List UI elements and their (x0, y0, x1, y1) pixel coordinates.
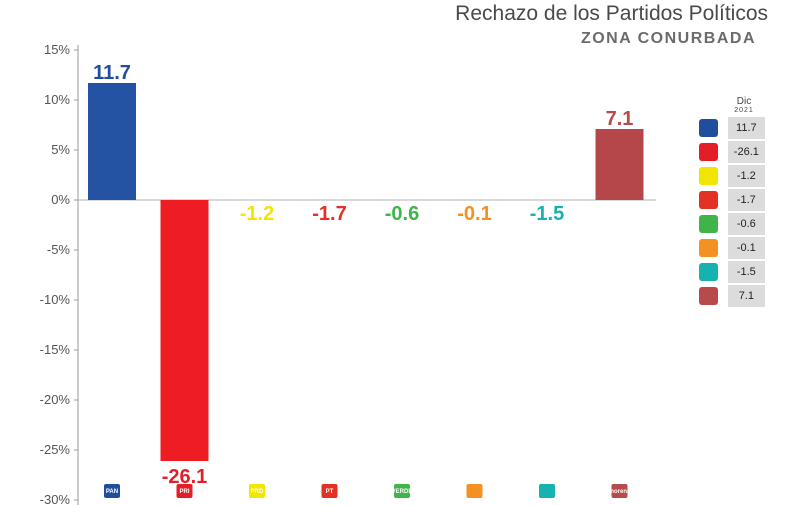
value-label-pt: -1.7 (312, 203, 346, 225)
side-table-value: -1.2 (727, 164, 765, 187)
side-table-value: -0.1 (727, 236, 765, 259)
side-table-row: -1.5 (693, 260, 765, 283)
value-label-morena: 7.1 (606, 108, 634, 130)
y-tick-label: -5% (47, 242, 71, 257)
logo-label: PRD (251, 489, 264, 495)
y-tick-label: -30% (40, 492, 71, 505)
chart-title: Rechazo de los Partidos Políticos (455, 2, 768, 25)
side-table-row: 11.7 (693, 116, 765, 139)
side-table-value: -1.7 (727, 188, 765, 211)
chart-subtitle: ZONA CONURBADA (580, 30, 756, 47)
side-logo-pri-icon (699, 142, 718, 161)
side-table-value: -1.5 (727, 260, 765, 283)
side-logo-alianza-icon (699, 262, 718, 281)
logo-morena-icon (611, 484, 628, 498)
side-logo-morena-icon (699, 286, 718, 305)
side-table-year: 2021 (734, 107, 754, 114)
bar-morena (595, 129, 644, 200)
side-table-row: 7.1 (693, 284, 765, 307)
logo-label: PAN (106, 489, 118, 495)
logo-prd-icon (249, 484, 265, 498)
logo-label: VERDE (392, 489, 413, 495)
side-table-row: -1.2 (693, 164, 765, 187)
side-table-row: -0.1 (693, 236, 765, 259)
y-tick-label: 0% (51, 192, 70, 207)
side-table-rows: 11.7 -26.1 -1.2 -1.7 -0.6 -0.1 -1.5 7.1 (693, 116, 765, 307)
bar-pan (88, 83, 136, 200)
value-label-verde: -0.6 (385, 203, 419, 225)
logo-alianza-icon (539, 484, 555, 498)
side-table-row: -26.1 (693, 140, 765, 163)
y-tick-label: -25% (40, 442, 71, 457)
side-table-header: Dic 2021 (727, 97, 761, 115)
logo-label: morena (609, 489, 631, 495)
y-tick-label: 5% (51, 142, 70, 157)
logo-pt-icon (321, 484, 338, 498)
side-logo-prd-icon (699, 166, 718, 185)
logo-mc-icon (466, 484, 483, 498)
side-table-month: Dic (736, 96, 752, 107)
side-table-row: -0.6 (693, 212, 765, 235)
side-logo-mc-icon (699, 238, 718, 257)
side-table-value: -0.6 (727, 212, 765, 235)
value-label-prd: -1.2 (240, 203, 274, 225)
side-logo-pt-icon (699, 190, 718, 209)
bar-chart: 15% 10% 5% 0% -5% -10% -15% -20% -25% -30% 11.7 PAN… (40, 42, 656, 505)
side-table: Dic 2021 11.7 -26.1 -1.2 -1.7 -0.6 -0.1 -1.5 7.… (693, 97, 765, 307)
y-tick-label: 15% (44, 42, 70, 57)
value-label-pri: -26.1 (162, 466, 208, 488)
value-label-mc: -0.1 (457, 203, 491, 225)
side-logo-pan-icon (699, 118, 718, 137)
side-table-row: -1.7 (693, 188, 765, 211)
y-tick-label: -10% (40, 292, 71, 307)
side-table-value: -26.1 (727, 140, 765, 163)
side-logo-verde-icon (699, 214, 718, 233)
y-tick-label: -20% (40, 392, 71, 407)
logo-pri-icon (176, 484, 193, 498)
bar-pri (160, 200, 209, 461)
logo-verde-icon (394, 484, 410, 498)
side-table-value: 7.1 (727, 284, 765, 307)
logo-pan-icon (104, 484, 120, 498)
side-table-value: 11.7 (727, 116, 765, 139)
y-tick-label: -15% (40, 342, 71, 357)
logo-label: PT (326, 489, 334, 495)
value-label-alianza: -1.5 (530, 203, 564, 225)
y-tick-label: 10% (44, 92, 70, 107)
value-label-pan: 11.7 (93, 62, 131, 84)
logo-label: PRI (179, 489, 189, 495)
